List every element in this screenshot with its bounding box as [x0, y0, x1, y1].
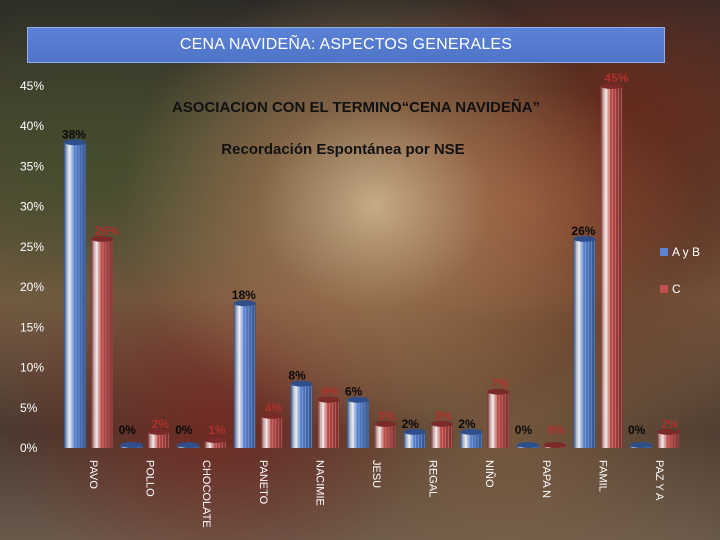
bar-c [374, 423, 396, 448]
x-tick-label: NACIMIE [313, 460, 325, 506]
data-label-ab: 0% [628, 423, 646, 437]
bar-cap [177, 442, 200, 448]
data-label-c: 3% [435, 409, 453, 423]
bar-ab [290, 383, 313, 448]
y-tick-label: 30% [20, 200, 44, 214]
data-label-ab: 0% [119, 423, 137, 437]
x-tick-label: PANETO [257, 460, 269, 505]
slide-title: CENA NAVIDEÑA: ASPECTOS GENERALES [179, 36, 513, 53]
bar-cap [317, 396, 340, 403]
x-axis: PAVO POLLO CHOCOLATE PANETO NACIMIE JESU REGAL… [87, 460, 665, 528]
x-tick-label: REGAL [427, 460, 439, 497]
y-tick-label: 5% [20, 401, 38, 415]
bar-ab [460, 431, 483, 448]
slide-title-bar: CENA NAVIDEÑA: ASPECTOS GENERALES [27, 27, 665, 63]
data-label-ab: 0% [515, 423, 533, 437]
bar-cap [374, 420, 396, 427]
data-label-ab: 0% [175, 423, 193, 437]
bar-c [600, 86, 623, 448]
legend: A y B C [660, 245, 700, 296]
bar-c [317, 399, 340, 448]
data-label-c: 26% [95, 224, 119, 238]
data-label-ab: 2% [402, 417, 420, 431]
y-tick-label: 45% [20, 79, 44, 93]
x-tick-label: POLLO [144, 460, 156, 497]
bar-ab [347, 399, 369, 448]
bar-ab [233, 303, 256, 448]
bar-cap [147, 428, 170, 435]
legend-label: A y B [672, 245, 700, 259]
bar-c [204, 439, 227, 448]
data-label-ab: 38% [62, 127, 86, 141]
bar-c [260, 415, 283, 448]
y-tick-label: 25% [20, 240, 44, 254]
bar-cap [630, 442, 652, 448]
bar-cap [347, 396, 369, 403]
y-tick-label: 35% [20, 159, 44, 173]
y-tick-label: 15% [20, 320, 44, 334]
data-label-c: 0% [548, 423, 566, 437]
data-label-ab: 18% [232, 288, 256, 302]
chart-title: ASOCIACION CON EL TERMINO“CENA NAVIDEÑA” [172, 98, 540, 116]
data-label-ab: 2% [458, 417, 476, 431]
data-label-ab: 6% [345, 385, 363, 399]
data-label-c: 45% [604, 71, 628, 85]
data-label-c: 7% [491, 377, 509, 391]
legend-swatch [660, 248, 668, 256]
bar-cap [233, 300, 256, 307]
bar-cap [204, 436, 227, 443]
bar-ab [573, 238, 596, 448]
bar-cap [64, 139, 86, 146]
legend-label: C [672, 282, 681, 296]
bars-group [64, 83, 679, 449]
bar-c [91, 238, 113, 448]
data-label-ab: 8% [288, 369, 306, 383]
data-label-c: 4% [265, 401, 283, 415]
bar-cap [91, 235, 113, 242]
x-tick-label: NIÑO [483, 460, 496, 488]
bar-c [657, 431, 679, 448]
x-tick-label: PAVO [87, 460, 99, 489]
bar-cap [573, 235, 596, 242]
bar-cap [487, 388, 510, 395]
bar-ab [403, 431, 426, 448]
legend-swatch [660, 285, 668, 293]
data-label-c: 2% [661, 417, 679, 431]
bar-c [487, 391, 510, 448]
x-tick-label: JESU [370, 460, 382, 488]
data-label-c: 6% [321, 385, 339, 399]
bar-cap [260, 412, 283, 419]
chart-subtitle: Recordación Espontánea por NSE [221, 141, 464, 158]
data-label-ab: 26% [571, 224, 595, 238]
bar-cap [543, 442, 566, 448]
y-tick-label: 20% [20, 280, 44, 294]
data-labels-group: 38% 26% 0% 2% 0% 1% 18% 4% 8% 6% 6% 3% 2% 3% 2% 7% 0% 0% 2… [62, 71, 679, 437]
bar-cap [516, 442, 539, 448]
data-label-c: 2% [152, 417, 170, 431]
bar-cap [657, 428, 679, 435]
bar-c [147, 431, 170, 448]
x-tick-label: CHOCOLATE [200, 460, 212, 528]
bar-cap [430, 420, 453, 427]
bar-c [430, 423, 453, 448]
bar-cap [460, 428, 483, 435]
y-tick-label: 0% [20, 441, 38, 455]
x-tick-label: PAZ Y A [653, 460, 665, 501]
data-label-c: 3% [378, 409, 396, 423]
bar-cap [403, 428, 426, 435]
x-tick-label: FAMIL [596, 460, 608, 492]
y-tick-label: 10% [20, 361, 44, 375]
bar-ab [64, 142, 86, 449]
y-axis: 0% 5% 10% 15% 20% 25% 30% 35% 40% 45% [20, 79, 44, 455]
y-tick-label: 40% [20, 119, 44, 133]
bar-cap [290, 380, 313, 387]
bar-cap [600, 83, 623, 89]
data-label-c: 1% [208, 423, 226, 437]
x-tick-label: PAPA N [540, 460, 552, 498]
bar-cap [120, 442, 143, 448]
